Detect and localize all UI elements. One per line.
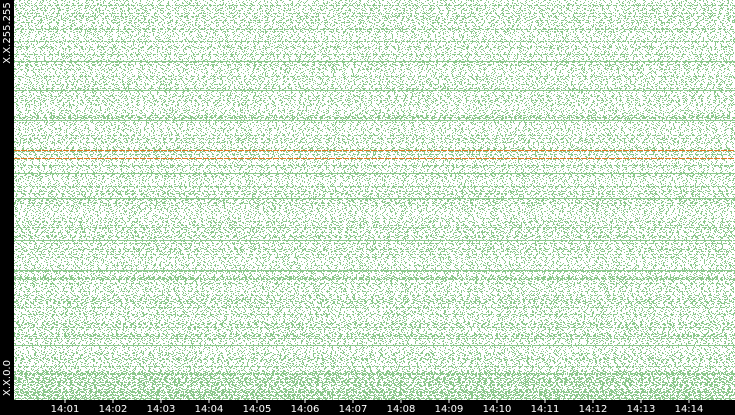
x-tick-label: 14:02 — [99, 404, 128, 415]
x-tick-label: 14:08 — [387, 404, 416, 415]
y-label-top: X.X.255.255 — [2, 2, 13, 63]
x-tick-label: 14:07 — [339, 404, 368, 415]
x-tick-label: 14:09 — [435, 404, 464, 415]
x-tick-label: 14:11 — [531, 404, 560, 415]
x-tick-label: 14:14 — [675, 404, 704, 415]
x-tick-label: 14:04 — [195, 404, 224, 415]
y-label-bottom: X.X.0.0 — [2, 360, 13, 396]
x-tick-label: 14:03 — [147, 404, 176, 415]
x-tick-label: 14:01 — [51, 404, 80, 415]
x-tick-label: 14:05 — [243, 404, 272, 415]
dot-field — [14, 0, 735, 400]
x-tick-label: 14:06 — [291, 404, 320, 415]
x-tick-label: 14:10 — [483, 404, 512, 415]
x-tick-label: 14:13 — [627, 404, 656, 415]
y-axis-bar — [0, 0, 14, 415]
x-axis-bar — [0, 400, 735, 415]
x-tick-label: 14:12 — [579, 404, 608, 415]
